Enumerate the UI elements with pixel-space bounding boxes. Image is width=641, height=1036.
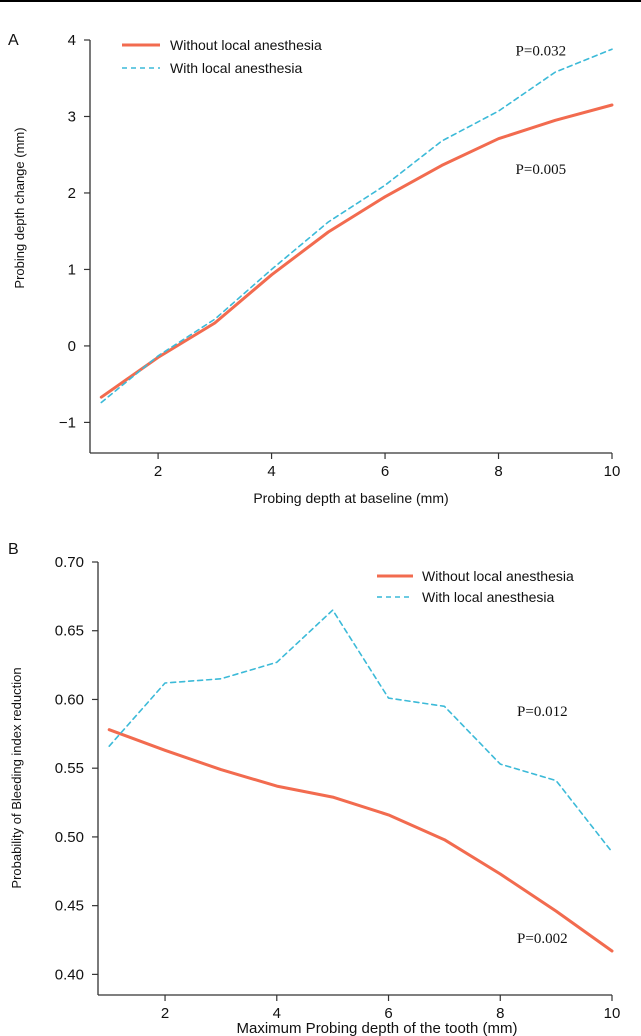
y-tick-label: 0.65 — [55, 623, 84, 640]
panel-b-annotations: P=0.012 P=0.002 — [517, 704, 568, 947]
y-tick-label: 0.70 — [55, 554, 84, 571]
series-line-with-anesthesia — [108, 609, 613, 853]
p-value-annotation: P=0.005 — [516, 162, 567, 178]
series-line-without-anesthesia — [99, 103, 614, 399]
y-tick-label: 0 — [68, 338, 76, 355]
series-line-with-anesthesia — [100, 48, 613, 404]
panel-b-y-axis-label: Probability of Bleeding index reduction — [9, 667, 24, 888]
y-tick-label: 3 — [68, 108, 76, 125]
x-tick-label: 8 — [494, 463, 502, 480]
p-value-annotation: P=0.012 — [517, 704, 568, 720]
y-tick-label: 0.55 — [55, 760, 84, 777]
x-tick-label: 4 — [273, 1005, 281, 1022]
y-tick-label: 0.50 — [55, 829, 84, 846]
x-tick-label: 6 — [381, 463, 389, 480]
panel-a-series — [99, 48, 614, 404]
panel-a-y-ticks: −1 0 1 2 3 4 — [59, 32, 90, 431]
panel-b-y-ticks: 0.40 0.45 0.50 0.55 0.60 0.65 0.70 — [55, 554, 98, 983]
x-tick-label: 2 — [161, 1005, 169, 1022]
y-tick-label: 0.45 — [55, 898, 84, 915]
y-tick-label: 1 — [68, 261, 76, 278]
panel-b-x-ticks: 2 4 6 8 10 — [161, 995, 620, 1022]
legend-label-without-anesthesia: Without local anesthesia — [170, 37, 322, 53]
panel-a-x-axis-label: Probing depth at baseline (mm) — [253, 490, 448, 506]
legend-label-with-anesthesia: With local anesthesia — [422, 589, 555, 605]
panel-b-legend: Without local anesthesia With local anes… — [377, 568, 574, 605]
p-value-annotation: P=0.032 — [516, 43, 567, 59]
y-tick-label: −1 — [59, 414, 76, 431]
panel-b-series — [107, 609, 614, 953]
panel-a: A −1 0 1 2 3 4 2 4 6 8 10 Without local anesthesi… — [8, 32, 620, 506]
x-tick-label: 10 — [604, 463, 621, 480]
p-value-annotation: P=0.002 — [517, 931, 568, 947]
panel-a-legend: Without local anesthesia With local anes… — [122, 37, 322, 76]
x-tick-label: 8 — [496, 1005, 504, 1022]
y-tick-label: 0.60 — [55, 691, 84, 708]
legend-label-with-anesthesia: With local anesthesia — [170, 60, 303, 76]
panel-a-annotations: P=0.032 P=0.005 — [516, 43, 567, 178]
y-tick-label: 2 — [68, 185, 76, 202]
panel-b-x-axis-label: Maximum Probing depth of the tooth (mm) — [237, 1020, 518, 1036]
x-tick-label: 6 — [384, 1005, 392, 1022]
legend-label-without-anesthesia: Without local anesthesia — [422, 568, 574, 584]
y-tick-label: 0.40 — [55, 966, 84, 983]
panel-a-label: A — [8, 32, 19, 49]
y-tick-label: 4 — [68, 32, 76, 49]
panel-b-label: B — [8, 541, 19, 558]
panel-b: B 0.40 0.45 0.50 0.55 0.60 0.65 0.70 2 4 6 8 10 Wi… — [8, 541, 620, 1036]
top-rule — [0, 0, 641, 2]
x-tick-label: 10 — [604, 1005, 621, 1022]
panel-a-x-ticks: 2 4 6 8 10 — [154, 453, 620, 480]
x-tick-label: 2 — [154, 463, 162, 480]
series-line-without-anesthesia — [107, 728, 614, 953]
panel-a-y-axis-label: Probing depth change (mm) — [12, 127, 27, 288]
x-tick-label: 4 — [267, 463, 275, 480]
